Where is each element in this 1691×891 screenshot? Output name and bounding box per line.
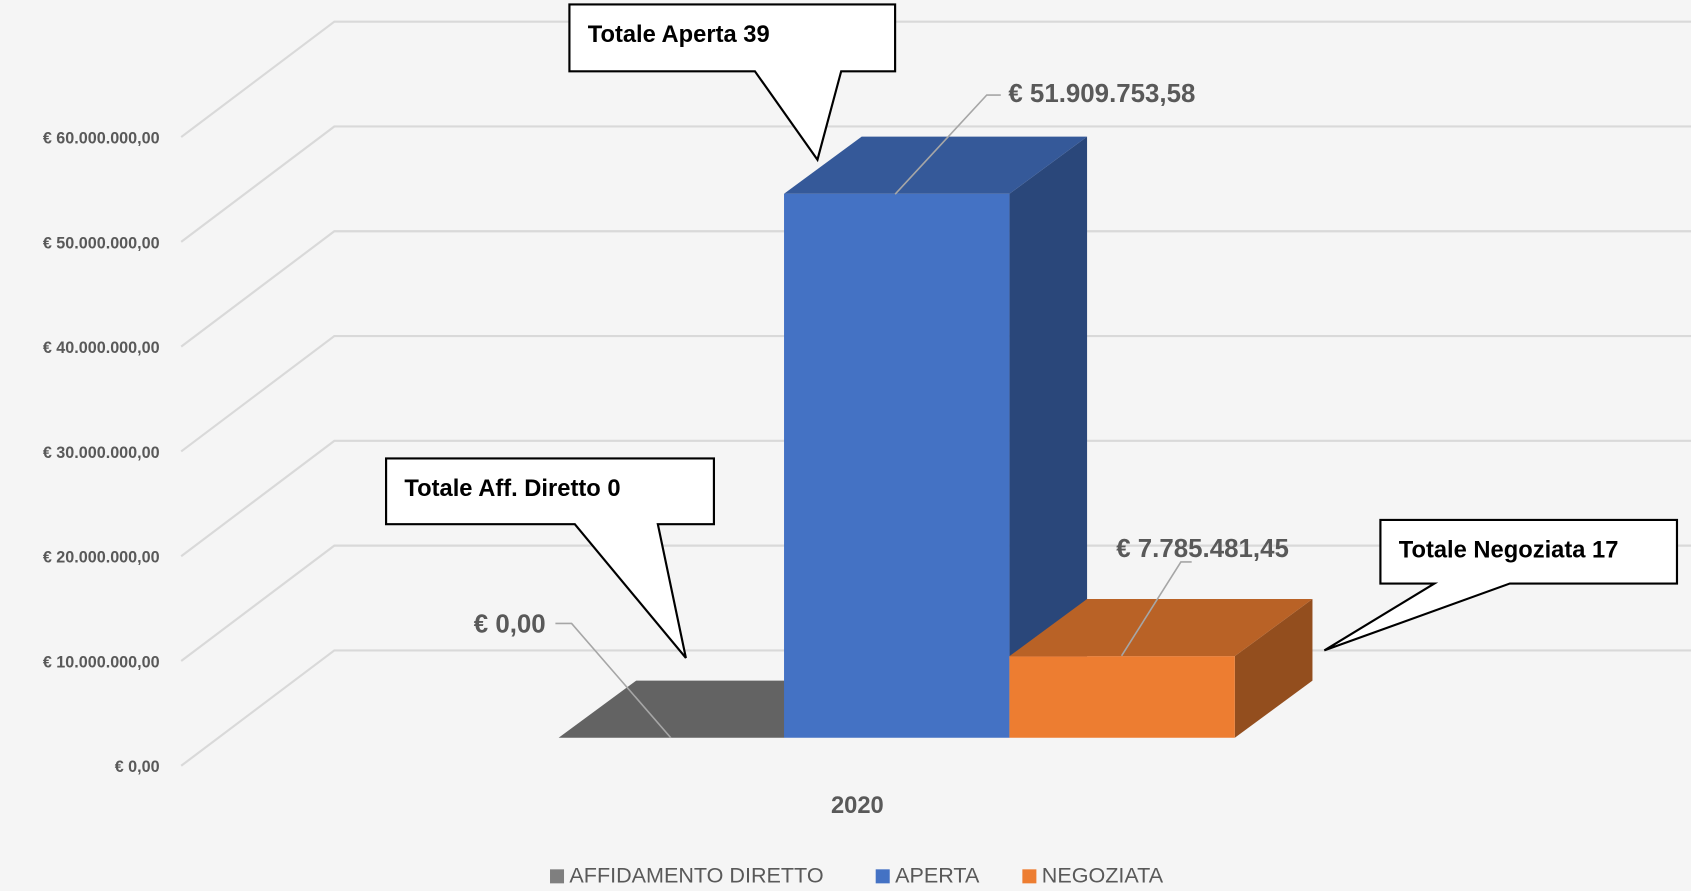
callout-box	[385, 457, 716, 659]
y-tick-label: € 60.000.000,00	[43, 129, 160, 147]
grid-line	[180, 334, 1691, 453]
value-label: € 51.909.753,58	[1008, 80, 1195, 108]
grid-line	[180, 20, 1691, 138]
bar-side	[1009, 136, 1088, 738]
annotation: Totale Aperta 39	[588, 22, 770, 48]
legend-swatch	[550, 869, 565, 884]
y-tick-label: € 0,00	[115, 758, 160, 776]
callout-box	[568, 3, 897, 163]
legend-swatch	[875, 869, 890, 884]
leader-line	[894, 94, 1001, 195]
x-tick-label: 2020	[831, 793, 884, 819]
y-tick-label: € 20.000.000,00	[43, 549, 160, 567]
bar-top	[1009, 599, 1313, 657]
callout-box	[1323, 518, 1679, 652]
grid-line	[180, 125, 1691, 243]
legend-label: AFFIDAMENTO DIRETTO	[569, 863, 823, 888]
bar-top	[784, 136, 1088, 194]
legend-label: APERTA	[895, 863, 980, 888]
annotation: Totale Aff. Diretto 0	[404, 476, 620, 502]
value-label: € 7.785.481,45	[1116, 535, 1289, 563]
leader-line	[1120, 561, 1192, 657]
grid-line	[180, 544, 1691, 662]
y-tick-label: € 40.000.000,00	[43, 339, 160, 357]
bar-front	[784, 193, 1010, 738]
value-label: € 0,00	[474, 610, 546, 638]
legend-swatch	[1022, 869, 1037, 884]
annotation: Totale Negoziata 17	[1399, 537, 1619, 563]
y-tick-label: € 10.000.000,00	[43, 653, 160, 671]
grid-line	[180, 230, 1691, 348]
bar-front	[1009, 656, 1235, 738]
y-tick-label: € 30.000.000,00	[43, 444, 160, 462]
y-tick-label: € 50.000.000,00	[43, 234, 160, 252]
grid-line	[180, 439, 1691, 558]
bar-side	[1234, 599, 1313, 738]
leader-line	[555, 622, 672, 739]
legend-label: NEGOZIATA	[1042, 863, 1164, 888]
